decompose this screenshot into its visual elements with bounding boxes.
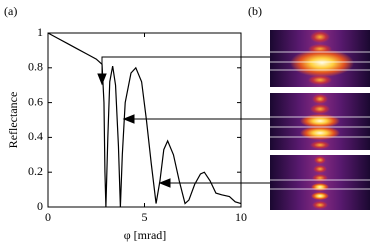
y-tick-label: 0.8 bbox=[28, 60, 43, 74]
y-tick-label: 0.4 bbox=[28, 129, 43, 143]
image-panels bbox=[270, 30, 370, 210]
y-tick-label: 0.6 bbox=[28, 94, 43, 108]
y-tick-label: 1 bbox=[37, 25, 43, 39]
panel-label: (b) bbox=[248, 4, 262, 18]
y-tick-label: 0.2 bbox=[28, 164, 43, 178]
x-axis-label: φ [mrad] bbox=[124, 228, 167, 242]
plot-frame bbox=[47, 32, 242, 208]
y-axis-label: Reflectance bbox=[6, 92, 20, 149]
x-tick-label: 5 bbox=[142, 210, 148, 224]
x-tick-label: 0 bbox=[45, 210, 51, 224]
curve bbox=[47, 32, 242, 208]
panel-label: (a) bbox=[4, 4, 17, 18]
y-tick-label: 0 bbox=[37, 199, 43, 213]
x-tick-label: 10 bbox=[235, 210, 247, 224]
